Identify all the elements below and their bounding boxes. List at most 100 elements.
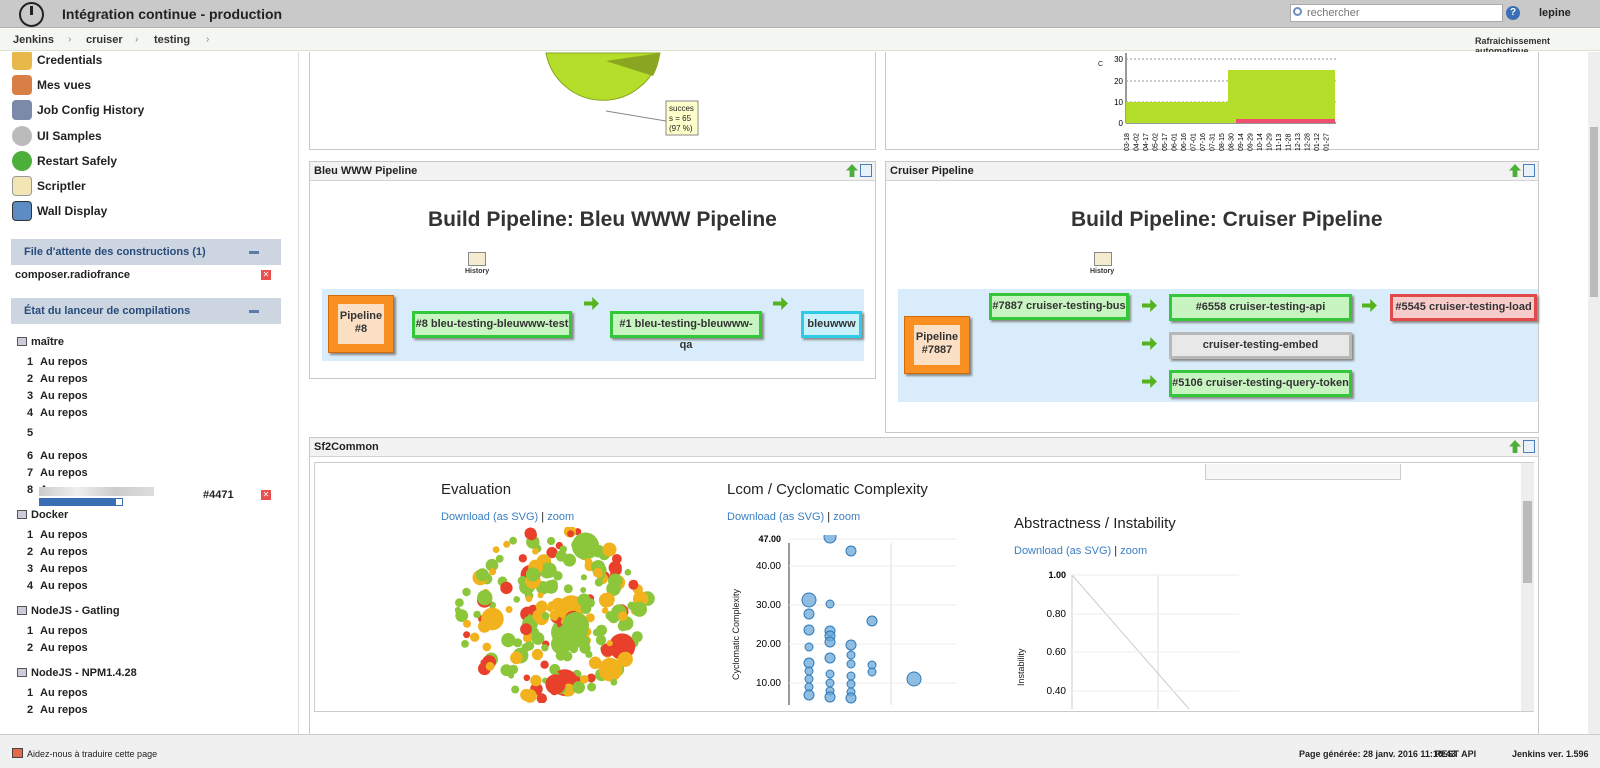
download-svg-link[interactable]: Download (as SVG) — [1014, 545, 1112, 557]
bubble[interactable] — [617, 651, 633, 667]
bubble[interactable] — [587, 682, 597, 692]
cancel-icon[interactable]: ✕ — [261, 490, 271, 500]
cc-point[interactable] — [825, 599, 835, 609]
cc-point[interactable] — [867, 667, 877, 677]
bubble[interactable] — [482, 642, 492, 652]
bubble[interactable] — [576, 635, 590, 649]
breadcrumb-chevron-icon[interactable]: › — [135, 34, 139, 45]
history-icon[interactable] — [1094, 252, 1112, 266]
bubble[interactable] — [531, 632, 545, 645]
bubble[interactable] — [549, 610, 561, 621]
executor-progress-bar[interactable] — [39, 498, 123, 506]
bubble[interactable] — [586, 673, 596, 683]
cc-point[interactable] — [845, 545, 857, 557]
task-scriptler[interactable]: Scriptler — [12, 175, 282, 197]
bubble[interactable] — [547, 536, 556, 546]
bubble[interactable] — [501, 633, 516, 648]
bubble[interactable] — [628, 579, 639, 590]
bubble[interactable] — [461, 640, 469, 648]
power-icon[interactable] — [19, 2, 44, 27]
bubble[interactable] — [592, 628, 601, 637]
search-input[interactable] — [1290, 4, 1503, 22]
bubble[interactable] — [624, 569, 632, 576]
bubble[interactable] — [532, 548, 539, 555]
bubble[interactable] — [462, 587, 471, 597]
executors-header[interactable]: État du lanceur de compilations — [11, 298, 281, 324]
breadcrumb-cruiser[interactable]: cruiser — [86, 34, 123, 46]
bubble[interactable] — [608, 561, 622, 575]
bubble[interactable] — [544, 580, 558, 594]
bubble[interactable] — [580, 574, 587, 581]
bubble[interactable] — [555, 550, 567, 562]
bubble[interactable] — [575, 541, 583, 548]
cancel-icon[interactable]: ✕ — [261, 270, 271, 280]
bubble[interactable] — [537, 592, 544, 599]
bubble[interactable] — [481, 607, 504, 631]
cc-point[interactable] — [846, 659, 856, 669]
queue-item[interactable]: composer.radiofrance — [15, 269, 130, 281]
bubble[interactable] — [500, 581, 513, 595]
translate-link[interactable]: Aidez-nous à traduire cette page — [27, 749, 158, 759]
bubble[interactable] — [526, 529, 537, 541]
bubble[interactable] — [612, 554, 622, 564]
cc-point[interactable] — [803, 689, 815, 701]
bubble[interactable] — [572, 681, 585, 694]
bubble[interactable] — [563, 584, 573, 594]
maximize-icon[interactable] — [1523, 164, 1535, 177]
move-up-icon[interactable] — [1509, 440, 1521, 453]
help-icon[interactable]: ? — [1506, 6, 1520, 20]
cc-point[interactable] — [801, 592, 817, 608]
cc-point[interactable] — [845, 692, 857, 704]
bubble[interactable] — [594, 578, 604, 587]
bubble[interactable] — [606, 640, 613, 647]
cc-point[interactable] — [804, 642, 814, 652]
zoom-link[interactable]: zoom — [547, 511, 575, 523]
bubble[interactable] — [540, 660, 549, 669]
bubble[interactable] — [536, 693, 547, 703]
cc-point[interactable] — [823, 535, 837, 544]
bubble[interactable] — [604, 667, 614, 678]
bubble[interactable] — [511, 685, 520, 694]
cc-point[interactable] — [846, 679, 856, 689]
pipeline-heading[interactable]: Build Pipeline: Bleu WWW Pipeline — [428, 208, 777, 231]
bubble[interactable] — [547, 605, 554, 612]
cc-point[interactable] — [804, 674, 814, 684]
collapse-icon[interactable] — [249, 251, 259, 254]
task-mes-vues[interactable]: Mes vues — [12, 74, 282, 96]
portlet-title[interactable]: Bleu WWW Pipeline — [314, 165, 418, 177]
bubble[interactable] — [513, 638, 523, 648]
cc-point[interactable] — [825, 678, 835, 688]
bubble[interactable] — [618, 611, 628, 621]
job-box[interactable]: #1 bleu-testing-bleuwww-qa — [610, 311, 762, 351]
history-icon[interactable] — [468, 252, 486, 266]
collapse-icon[interactable] — [249, 310, 259, 313]
zoom-link[interactable]: zoom — [833, 511, 861, 523]
bubble[interactable] — [510, 651, 523, 665]
executor-job-name[interactable] — [39, 487, 154, 496]
job-box[interactable]: cruiser-testing-embed — [1169, 332, 1352, 359]
bubble[interactable] — [508, 664, 519, 675]
bubble[interactable] — [520, 623, 532, 636]
bubble[interactable] — [551, 633, 572, 655]
bubble[interactable] — [495, 554, 504, 563]
bubble[interactable] — [545, 674, 566, 695]
breadcrumb-testing[interactable]: testing — [154, 34, 191, 46]
bubble[interactable] — [485, 661, 495, 671]
bubble[interactable] — [535, 600, 548, 613]
breadcrumb-jenkins[interactable]: Jenkins — [13, 34, 54, 46]
cc-point[interactable] — [845, 639, 857, 651]
rest-api-link[interactable]: REST API — [1435, 749, 1477, 759]
bubble[interactable] — [541, 612, 550, 620]
executor-node[interactable]: Docker — [17, 509, 68, 521]
bubble[interactable] — [562, 651, 573, 662]
pipeline-run[interactable]: Pipeline #7887 — [904, 316, 970, 374]
bubble[interactable] — [488, 568, 497, 576]
breadcrumb-chevron-icon[interactable]: › — [68, 34, 72, 45]
maximize-icon[interactable] — [1523, 440, 1535, 453]
task-restart-safely[interactable]: Restart Safely — [12, 150, 282, 172]
bubble[interactable] — [513, 596, 520, 603]
bubble[interactable] — [525, 595, 533, 603]
cc-point[interactable] — [803, 624, 815, 636]
bubble[interactable] — [580, 587, 587, 593]
bubble[interactable] — [595, 634, 607, 646]
